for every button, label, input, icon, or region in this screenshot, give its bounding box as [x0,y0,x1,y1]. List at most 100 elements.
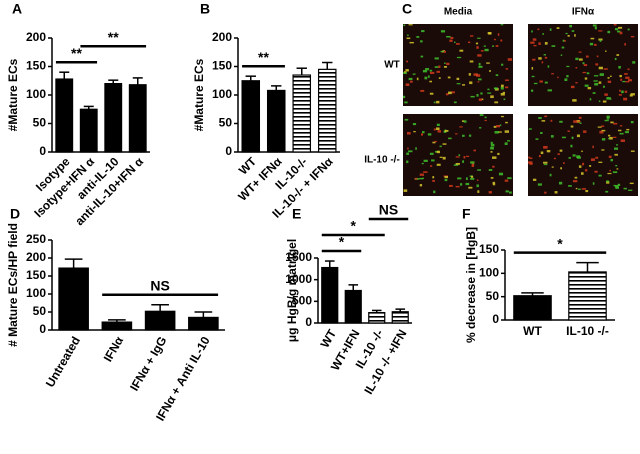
cell [582,71,587,74]
cell [614,153,618,156]
micrograph [403,24,513,106]
cell [433,190,436,194]
cell [537,28,540,31]
cell [599,130,604,134]
cell [623,97,628,101]
cell [492,183,496,186]
x-tick-label: WT [318,327,340,351]
y-tick-label: 50 [33,304,47,318]
cell [494,131,499,134]
cell [465,177,468,181]
cell [584,84,589,87]
cell [605,50,607,52]
cell [462,134,465,137]
cell [585,55,589,58]
cell [618,94,622,96]
bar [266,89,286,153]
y-axis-label: # Mature ECs/HP field [6,223,20,347]
cell [601,129,606,132]
cell [565,32,568,35]
cell [613,24,617,26]
cell [617,183,621,186]
cell [430,165,433,167]
cell [612,136,617,138]
cell [592,24,597,27]
cell [479,114,484,117]
cell [549,28,552,31]
bar [128,84,147,153]
cell [592,182,595,185]
cell [406,152,409,155]
cell [624,43,626,46]
x-tick-label: IFNα [101,334,127,365]
y-tick-label: 100 [26,286,46,300]
cell [507,58,513,61]
cell [547,65,550,68]
x-tick-label: IFNα + IgG [127,334,169,393]
cell [531,75,535,78]
cell [468,134,472,137]
cell [403,95,406,99]
cell [455,185,460,188]
cell [601,138,606,141]
cell [476,94,479,97]
cell [421,162,424,165]
cell [547,89,553,92]
cell [583,130,587,133]
micrograph [528,24,638,106]
cell [614,147,619,150]
cell [489,70,491,72]
cell [405,69,409,72]
cell [528,156,531,159]
cell [461,120,465,122]
cell [484,116,487,119]
cell [539,80,543,83]
y-tick-label: 0 [492,312,499,326]
cell [578,116,582,119]
cell [613,122,618,125]
cell [473,73,478,76]
cell [421,133,423,136]
cell [479,127,482,129]
cell [406,160,409,164]
cell [490,141,493,144]
cell [476,184,479,188]
cell [586,72,590,75]
cell [558,181,563,185]
cell [444,176,449,179]
cell [439,145,442,148]
cell [615,164,618,167]
cell [500,86,504,90]
cell [504,142,508,146]
cell [606,181,610,184]
cell [557,76,559,79]
cell [538,42,541,45]
cell [432,180,436,182]
cell [435,127,440,131]
cell [571,30,575,32]
bar [79,108,98,153]
cell [420,40,423,43]
cell [544,81,548,84]
cell [590,37,595,40]
cell [493,38,496,41]
cell [619,31,623,35]
cell [495,45,499,47]
cell [470,175,474,178]
cell [471,164,475,167]
cell [500,92,505,96]
cell [550,135,554,138]
cell [595,156,599,159]
y-axis-label: #Mature ECs [6,58,20,131]
cell [492,45,494,47]
cell [630,150,635,152]
cell [595,63,599,66]
cell [470,95,475,98]
cell [561,136,566,139]
cell [538,117,542,119]
cell [444,178,448,182]
cell [498,172,504,176]
cell [484,48,489,52]
cell [477,37,481,39]
cell [436,70,440,73]
